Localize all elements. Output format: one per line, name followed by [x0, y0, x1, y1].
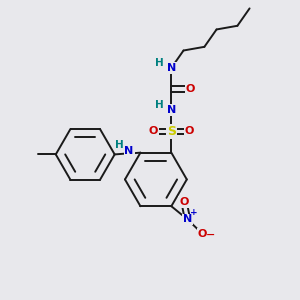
Text: S: S [167, 125, 176, 138]
Text: N: N [183, 214, 192, 224]
Text: O: O [179, 197, 189, 207]
Text: N: N [167, 105, 176, 115]
Text: N: N [124, 146, 134, 156]
Text: H: H [154, 100, 164, 110]
Text: O: O [185, 127, 194, 136]
Text: +: + [190, 208, 198, 217]
Text: O: O [148, 127, 158, 136]
Text: H: H [115, 140, 124, 150]
Text: H: H [154, 58, 164, 68]
Text: O: O [186, 84, 195, 94]
Text: −: − [206, 230, 215, 240]
Text: N: N [167, 63, 176, 73]
Text: O: O [198, 229, 207, 238]
